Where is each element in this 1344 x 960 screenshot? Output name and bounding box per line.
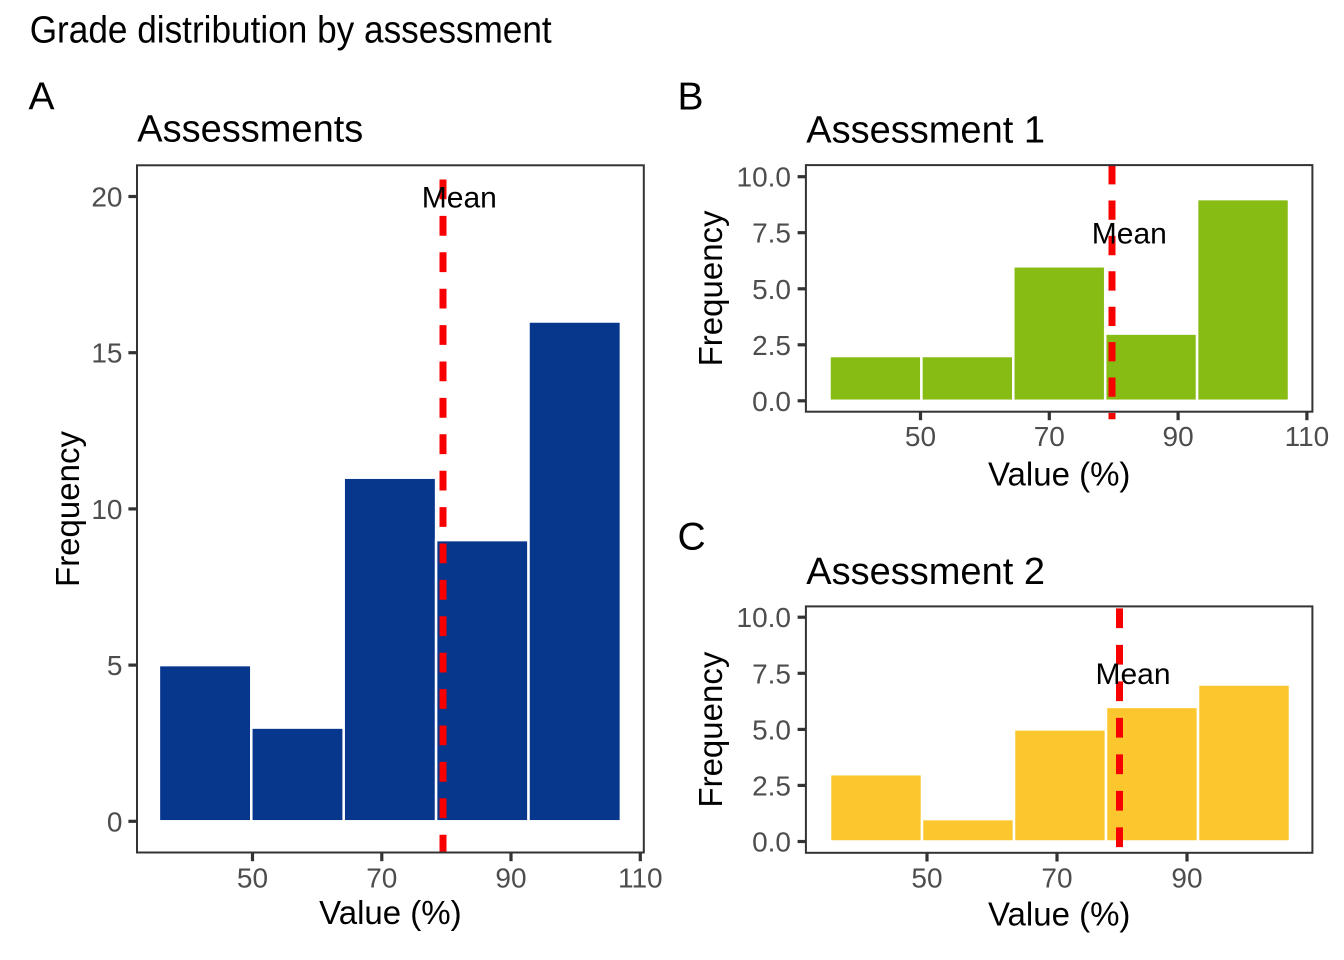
svg-text:2.5: 2.5 bbox=[752, 770, 791, 801]
svg-text:7.5: 7.5 bbox=[752, 658, 791, 689]
svg-text:90: 90 bbox=[495, 863, 526, 894]
svg-text:10.0: 10.0 bbox=[737, 602, 792, 633]
svg-text:Frequency: Frequency bbox=[692, 210, 729, 366]
svg-text:50: 50 bbox=[911, 863, 942, 894]
svg-text:0.0: 0.0 bbox=[752, 827, 791, 858]
svg-text:Assessment 1: Assessment 1 bbox=[806, 110, 1045, 152]
svg-text:Value (%): Value (%) bbox=[319, 894, 461, 931]
svg-text:Assessments: Assessments bbox=[137, 108, 363, 150]
svg-text:110: 110 bbox=[1285, 421, 1330, 452]
svg-text:0.0: 0.0 bbox=[752, 386, 791, 417]
svg-text:5.0: 5.0 bbox=[752, 714, 791, 745]
svg-text:2.5: 2.5 bbox=[752, 330, 791, 361]
svg-text:20: 20 bbox=[91, 182, 122, 213]
svg-text:A: A bbox=[29, 76, 55, 119]
svg-text:Frequency: Frequency bbox=[692, 651, 729, 807]
svg-text:50: 50 bbox=[237, 863, 268, 894]
svg-text:10.0: 10.0 bbox=[737, 162, 792, 193]
svg-text:90: 90 bbox=[1171, 863, 1202, 894]
svg-text:10: 10 bbox=[91, 494, 122, 525]
svg-text:Frequency: Frequency bbox=[49, 431, 86, 587]
svg-text:5.0: 5.0 bbox=[752, 274, 791, 305]
svg-text:7.5: 7.5 bbox=[752, 218, 791, 249]
svg-text:Grade distribution by assessme: Grade distribution by assessment bbox=[30, 10, 552, 52]
svg-text:Mean: Mean bbox=[1092, 217, 1167, 250]
svg-text:15: 15 bbox=[91, 338, 122, 369]
svg-text:5: 5 bbox=[107, 650, 123, 681]
svg-text:70: 70 bbox=[366, 863, 397, 894]
svg-text:70: 70 bbox=[1041, 863, 1072, 894]
svg-text:B: B bbox=[678, 76, 704, 119]
svg-text:Value (%): Value (%) bbox=[988, 896, 1130, 933]
svg-text:Mean: Mean bbox=[1095, 658, 1170, 691]
svg-text:Mean: Mean bbox=[422, 182, 497, 215]
svg-text:110: 110 bbox=[618, 863, 663, 894]
svg-text:70: 70 bbox=[1034, 421, 1065, 452]
svg-text:C: C bbox=[678, 516, 706, 559]
svg-text:50: 50 bbox=[905, 421, 936, 452]
svg-text:Assessment 2: Assessment 2 bbox=[806, 551, 1045, 593]
svg-text:Value (%): Value (%) bbox=[988, 456, 1130, 493]
svg-text:0: 0 bbox=[107, 806, 123, 837]
svg-text:90: 90 bbox=[1163, 421, 1194, 452]
